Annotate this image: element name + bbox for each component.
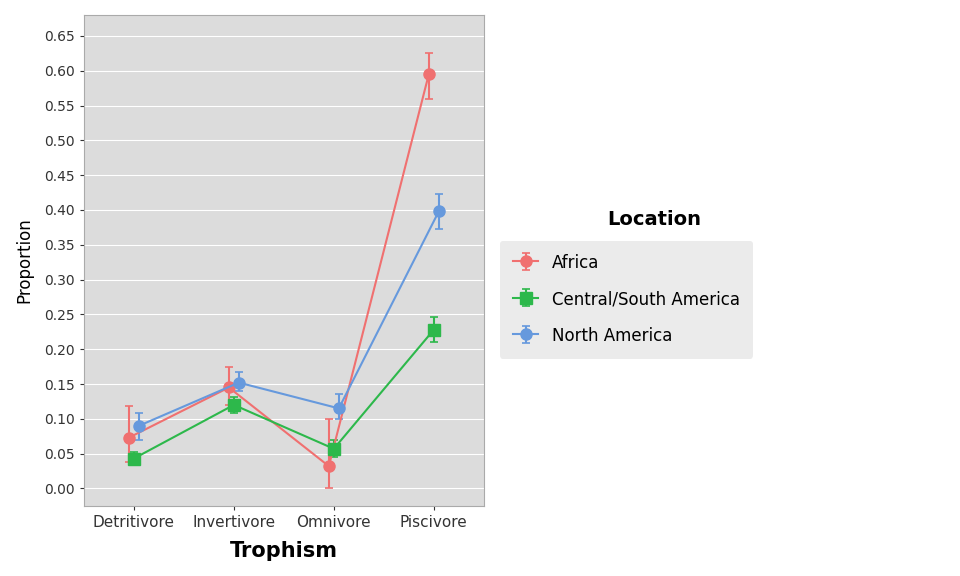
X-axis label: Trophism: Trophism	[229, 541, 338, 561]
Legend: Africa, Central/South America, North America: Africa, Central/South America, North Ame…	[500, 241, 754, 359]
Text: Location: Location	[608, 210, 702, 229]
Y-axis label: Proportion: Proportion	[15, 218, 33, 304]
